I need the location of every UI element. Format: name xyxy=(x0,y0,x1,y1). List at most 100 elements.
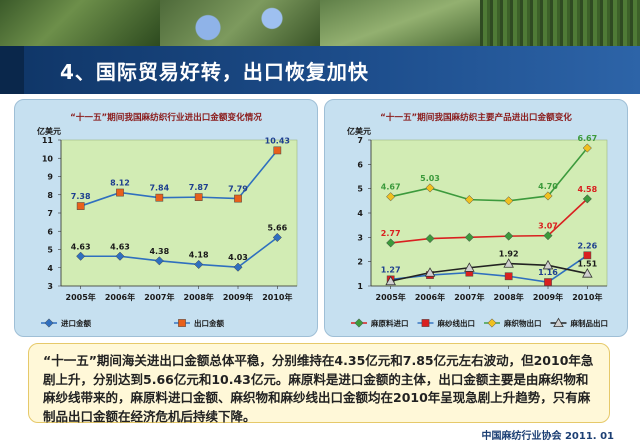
totals-data-label: 8.12 xyxy=(110,179,130,188)
products-legend-swatch-marker xyxy=(421,319,430,327)
totals-data-point xyxy=(116,188,124,197)
header-photo-strip xyxy=(0,0,640,46)
totals-legend-label: 出口金额 xyxy=(194,318,224,328)
products-data-label: 4.58 xyxy=(577,185,597,194)
products-x-tick-label: 2007年 xyxy=(454,292,484,302)
products-legend-label: 麻原料进口 xyxy=(370,318,409,328)
products-x-tick-label: 2005年 xyxy=(376,292,406,302)
products-data-point xyxy=(544,278,552,286)
products-data-label: 1.27 xyxy=(381,265,401,274)
products-data-point xyxy=(504,231,514,241)
products-series-line-3 xyxy=(390,262,588,282)
products-data-label: 2.26 xyxy=(577,241,597,250)
products-legend-label: 麻织物出口 xyxy=(503,318,542,328)
products-data-point xyxy=(386,192,396,202)
products-data-point xyxy=(582,143,592,153)
products-data-label: 1.51 xyxy=(577,260,597,269)
totals-y-tick-label: 7 xyxy=(47,209,53,218)
products-data-point xyxy=(425,233,435,244)
products-data-point xyxy=(503,258,514,268)
slide-title-bar: 4、国际贸易好转，出口恢复加快 xyxy=(0,46,640,94)
products-data-point xyxy=(582,268,593,278)
products-data-label: 4.67 xyxy=(381,183,401,192)
products-legend-label: 麻纱线出口 xyxy=(437,318,476,328)
totals-x-tick-label: 2010年 xyxy=(262,292,292,302)
totals-plot-area xyxy=(60,139,298,287)
totals-data-label: 4.63 xyxy=(110,242,130,251)
products-data-label: 5.03 xyxy=(420,174,440,183)
summary-text: “十一五”期间海关进出口金额总体平稳，分别维持在4.35亿元和7.85亿元左右波… xyxy=(43,353,594,424)
totals-data-label: 4.03 xyxy=(228,253,248,262)
products-plot-area xyxy=(370,139,608,287)
products-data-point xyxy=(385,275,396,286)
products-y-tick-label: 6 xyxy=(357,160,363,169)
totals-legend-swatch-marker xyxy=(178,319,186,327)
products-x-tick-label: 2008年 xyxy=(494,292,524,302)
totals-x-tick-label: 2005年 xyxy=(66,292,96,302)
products-data-label: 3.07 xyxy=(538,222,558,231)
totals-data-point xyxy=(234,194,242,203)
totals-data-point xyxy=(76,202,85,210)
totals-data-label: 10.43 xyxy=(265,136,290,145)
summary-box: “十一五”期间海关进出口金额总体平稳，分别维持在4.35亿元和7.85亿元左右波… xyxy=(28,343,610,424)
products-data-label: 1.92 xyxy=(499,250,519,259)
totals-data-point xyxy=(76,251,86,261)
totals-data-point xyxy=(273,146,282,155)
products-data-point xyxy=(464,232,474,242)
totals-data-point xyxy=(194,259,204,270)
totals-data-label: 4.18 xyxy=(189,250,209,259)
totals-x-tick-label: 2007年 xyxy=(144,292,174,302)
totals-data-point xyxy=(115,251,125,261)
products-x-tick-label: 2010年 xyxy=(572,292,602,302)
totals-y-axis-label: 亿美元 xyxy=(37,126,61,136)
totals-y-tick-label: 10 xyxy=(42,154,54,163)
hemp-leaf-photo xyxy=(0,0,160,46)
totals-y-tick-label: 11 xyxy=(42,136,54,145)
totals-data-label: 7.87 xyxy=(189,183,209,192)
totals-data-label: 7.38 xyxy=(71,192,91,201)
products-data-point xyxy=(425,183,435,193)
totals-legend-swatch-marker xyxy=(44,318,54,328)
products-y-axis-label: 亿美元 xyxy=(347,126,371,136)
plant-photo xyxy=(320,0,480,46)
totals-legend-label: 进口金额 xyxy=(61,318,91,328)
products-data-point xyxy=(464,262,475,272)
products-y-tick-label: 3 xyxy=(357,233,363,242)
products-data-label: 1.16 xyxy=(538,268,558,277)
products-data-point xyxy=(424,267,436,277)
totals-x-tick-label: 2008年 xyxy=(184,292,214,302)
products-data-label: 4.70 xyxy=(538,182,558,191)
totals-y-tick-label: 5 xyxy=(47,246,53,255)
products-legend-swatch-marker xyxy=(354,318,364,328)
totals-x-tick-label: 2006年 xyxy=(105,292,135,302)
products-data-point xyxy=(386,238,396,248)
products-x-tick-label: 2006年 xyxy=(415,292,445,302)
totals-series-line-1 xyxy=(80,149,278,207)
products-legend-swatch-marker xyxy=(553,317,564,328)
chart-panel-trade-totals: “十一五”期间我国麻纺织行业进出口金额变化情况 亿美元 3 4 5 6 7 8 9 10 11 200… xyxy=(14,99,318,337)
products-data-label: 6.67 xyxy=(577,134,597,143)
products-data-point xyxy=(504,196,514,206)
products-data-point xyxy=(504,272,513,281)
totals-data-label: 4.63 xyxy=(71,242,91,251)
products-data-label: 2.77 xyxy=(381,229,401,238)
totals-y-tick-label: 6 xyxy=(47,227,53,236)
totals-y-tick-label: 8 xyxy=(47,191,53,200)
products-y-tick-label: 1 xyxy=(357,282,363,291)
title-accent xyxy=(0,46,24,94)
totals-data-point xyxy=(194,193,203,201)
products-legend-swatch-marker xyxy=(487,318,497,328)
totals-data-label: 7.84 xyxy=(149,184,169,193)
chart-panel-product-trade: “十一五”期间我国麻纺织主要产品进出口金额变化 亿美元 1 2 3 4 5 6 7 2005年 20… xyxy=(324,99,628,337)
products-title: “十一五”期间我国麻纺织主要产品进出口金额变化 xyxy=(380,111,572,123)
totals-data-label: 4.38 xyxy=(149,247,169,256)
footer-credit: 中国麻纺行业协会 2011. 01 xyxy=(481,431,614,442)
products-y-tick-label: 4 xyxy=(357,209,363,218)
products-data-point xyxy=(543,191,553,201)
totals-data-point xyxy=(154,256,164,266)
totals-data-point xyxy=(233,262,243,272)
totals-x-tick-label: 2009年 xyxy=(223,292,253,302)
totals-series-line-0 xyxy=(80,236,278,269)
totals-data-point xyxy=(155,193,164,202)
